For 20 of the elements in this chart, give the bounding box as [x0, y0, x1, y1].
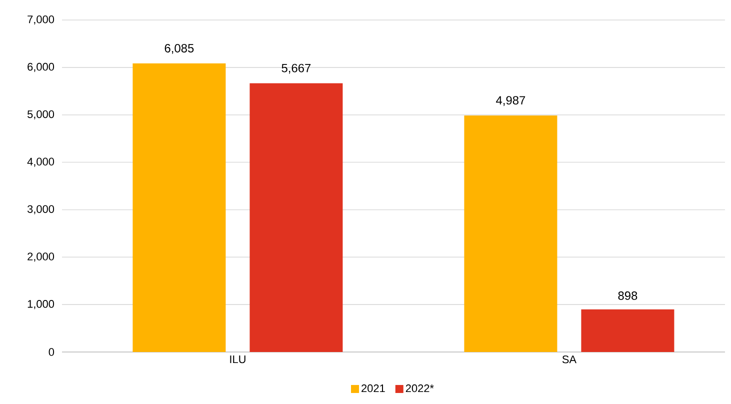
y-tick-label: 3,000 — [27, 205, 54, 214]
x-tick-label: SA — [562, 356, 576, 364]
y-tick-label: 0 — [48, 348, 54, 356]
data-label: 898 — [618, 291, 638, 300]
y-tick-label: 2,000 — [28, 252, 54, 262]
data-label: 6,085 — [164, 44, 194, 54]
bar — [581, 309, 674, 352]
y-tick-label: 4,000 — [27, 158, 54, 167]
legend-label: 2021 — [362, 384, 385, 392]
bar — [464, 115, 558, 352]
y-tick-label: 6,000 — [28, 62, 54, 72]
data-label: 5,667 — [282, 64, 311, 74]
bar — [250, 83, 343, 352]
bar — [132, 63, 226, 352]
y-tick-label: 7,000 — [28, 15, 54, 25]
y-tick-label: 5,000 — [27, 110, 54, 120]
legend-label: 2022* — [406, 384, 434, 392]
data-label: 4,987 — [496, 96, 526, 106]
x-tick-label: ILU — [230, 356, 246, 364]
y-tick-label: 1,000 — [28, 300, 54, 310]
